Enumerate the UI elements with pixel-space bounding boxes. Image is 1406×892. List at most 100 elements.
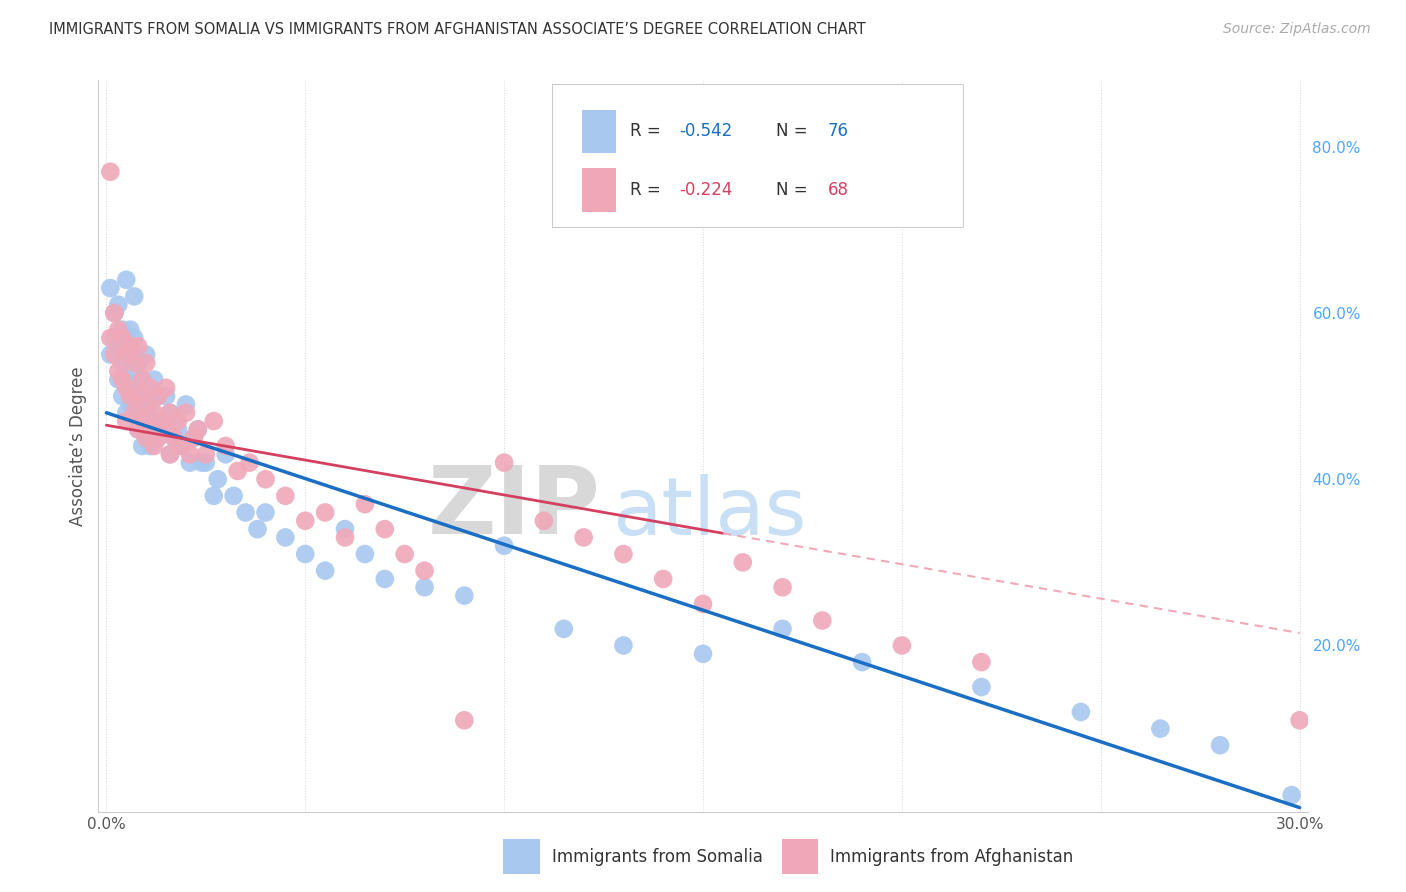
Point	[131, 406, 153, 420]
Point	[163, 431, 186, 445]
Point	[222, 489, 245, 503]
Point	[494, 456, 516, 470]
Point	[453, 589, 475, 603]
Point	[179, 447, 201, 461]
Point	[170, 439, 193, 453]
Point	[155, 381, 177, 395]
Point	[692, 597, 714, 611]
Point	[98, 347, 121, 362]
Point	[731, 555, 754, 569]
Point	[183, 431, 205, 445]
Point	[139, 381, 162, 395]
Point	[135, 356, 157, 370]
Point	[970, 680, 993, 694]
Point	[1070, 705, 1092, 719]
Point	[494, 539, 516, 553]
Text: -0.542: -0.542	[679, 122, 733, 140]
Text: -0.224: -0.224	[679, 181, 733, 199]
Point	[772, 580, 794, 594]
FancyBboxPatch shape	[582, 168, 616, 212]
Point	[107, 298, 129, 312]
Point	[1288, 714, 1310, 728]
Text: 68: 68	[828, 181, 849, 199]
Point	[183, 431, 205, 445]
Text: atlas: atlas	[613, 475, 807, 552]
Point	[107, 323, 129, 337]
Point	[139, 422, 162, 436]
Point	[120, 397, 142, 411]
Point	[159, 406, 181, 420]
Point	[111, 356, 134, 370]
Point	[692, 647, 714, 661]
Point	[294, 514, 316, 528]
Point	[131, 439, 153, 453]
Point	[150, 414, 173, 428]
Point	[131, 414, 153, 428]
Point	[98, 164, 121, 178]
Point	[194, 447, 217, 461]
Point	[103, 347, 125, 362]
Point	[111, 372, 134, 386]
Point	[103, 306, 125, 320]
Text: N =: N =	[776, 122, 813, 140]
Point	[167, 422, 190, 436]
Point	[811, 614, 834, 628]
Point	[294, 547, 316, 561]
Point	[194, 456, 217, 470]
Point	[143, 439, 166, 453]
Point	[612, 639, 634, 653]
Point	[135, 347, 157, 362]
Point	[354, 547, 377, 561]
Point	[131, 372, 153, 386]
Text: R =: R =	[630, 181, 666, 199]
Point	[146, 389, 169, 403]
Point	[1209, 738, 1232, 752]
Point	[187, 422, 209, 436]
Point	[215, 447, 238, 461]
Text: Source: ZipAtlas.com: Source: ZipAtlas.com	[1223, 22, 1371, 37]
Point	[115, 406, 138, 420]
Point	[127, 422, 149, 436]
Point	[394, 547, 416, 561]
Point	[215, 439, 238, 453]
Point	[107, 339, 129, 353]
Point	[115, 339, 138, 353]
Point	[143, 414, 166, 428]
Point	[120, 381, 142, 395]
Point	[239, 456, 262, 470]
Point	[107, 364, 129, 378]
Point	[103, 331, 125, 345]
Point	[115, 273, 138, 287]
Point	[103, 306, 125, 320]
Point	[127, 356, 149, 370]
Point	[122, 289, 145, 303]
Point	[120, 323, 142, 337]
Point	[207, 472, 229, 486]
FancyBboxPatch shape	[503, 838, 540, 874]
Point	[612, 547, 634, 561]
Point	[115, 414, 138, 428]
Point	[135, 431, 157, 445]
Text: Immigrants from Afghanistan: Immigrants from Afghanistan	[830, 848, 1073, 866]
Point	[851, 655, 873, 669]
Point	[453, 714, 475, 728]
Point	[374, 572, 396, 586]
Point	[652, 572, 675, 586]
Text: 76: 76	[828, 122, 849, 140]
Text: Immigrants from Somalia: Immigrants from Somalia	[551, 848, 762, 866]
Point	[155, 422, 177, 436]
Y-axis label: Associate’s Degree: Associate’s Degree	[69, 367, 87, 525]
Point	[120, 347, 142, 362]
Point	[413, 580, 436, 594]
Point	[572, 530, 595, 544]
Point	[122, 331, 145, 345]
Point	[135, 389, 157, 403]
Point	[333, 530, 356, 544]
Text: N =: N =	[776, 181, 813, 199]
Point	[314, 506, 336, 520]
Point	[146, 431, 169, 445]
Point	[970, 655, 993, 669]
Point	[146, 389, 169, 403]
Point	[354, 497, 377, 511]
Point	[98, 281, 121, 295]
